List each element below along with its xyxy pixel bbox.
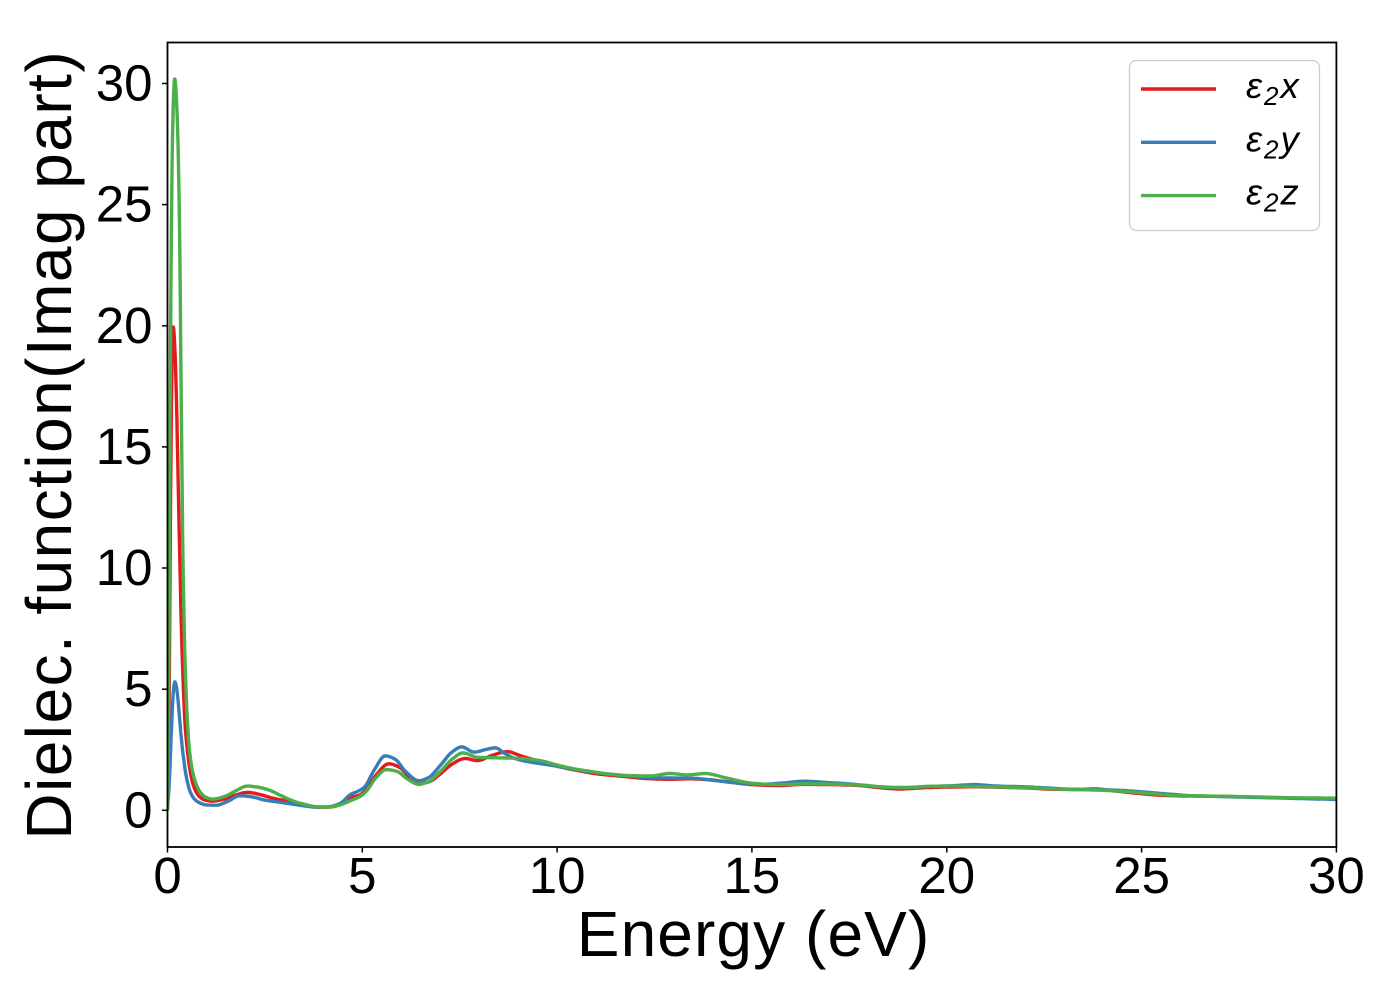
svg-text:20: 20 <box>96 297 153 354</box>
svg-text:30: 30 <box>1308 847 1365 904</box>
svg-text:15: 15 <box>96 418 153 475</box>
svg-text:15: 15 <box>724 847 781 904</box>
svg-text:5: 5 <box>348 847 376 904</box>
svg-text:25: 25 <box>1113 847 1170 904</box>
svg-text:20: 20 <box>918 847 975 904</box>
svg-text:5: 5 <box>124 660 152 717</box>
svg-text:Dielec. function(Imag part): Dielec. function(Imag part) <box>13 50 85 840</box>
svg-text:Energy (eV): Energy (eV) <box>577 898 931 970</box>
svg-text:10: 10 <box>529 847 586 904</box>
svg-text:0: 0 <box>124 781 152 838</box>
svg-text:0: 0 <box>153 847 181 904</box>
svg-text:10: 10 <box>96 539 153 596</box>
svg-text:25: 25 <box>96 176 153 233</box>
svg-text:30: 30 <box>96 55 153 112</box>
